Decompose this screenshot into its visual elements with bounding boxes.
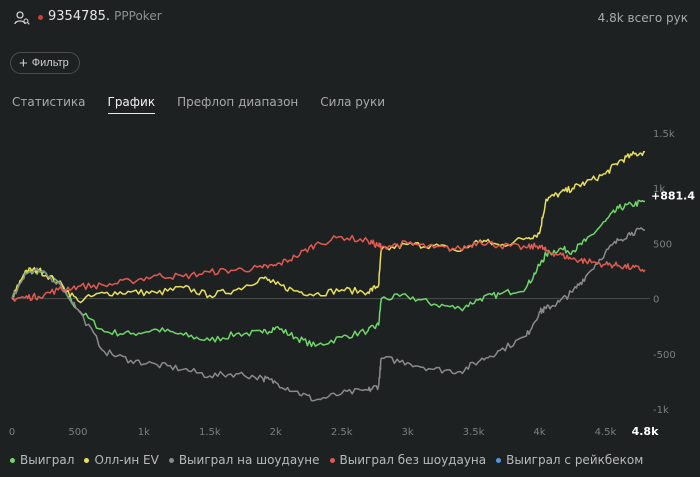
y-tick-label: -1k: [653, 405, 669, 416]
y-tick-label: 1k: [653, 184, 665, 195]
series-line-3: [11, 234, 646, 302]
x-tick-label: 0: [9, 427, 15, 438]
x-end-label: 4.8k: [632, 425, 659, 438]
legend-label: Выиграл на шоудауне: [178, 453, 320, 467]
tab-statistics[interactable]: Статистика: [12, 95, 86, 109]
x-tick-label: 4k: [533, 427, 545, 438]
y-tick-label: 1.5k: [653, 129, 675, 140]
hands-total: 4.8k всего рук: [597, 11, 688, 25]
chart-lines: [11, 150, 646, 402]
tab-hand-strength[interactable]: Сила руки: [320, 95, 386, 109]
x-tick-label: 3k: [402, 427, 414, 438]
player-id: 9354785. PPPoker: [48, 9, 162, 24]
y-tick-label: 0: [653, 295, 659, 306]
legend-dot: [168, 457, 174, 463]
y-axis-ticks: 1.5k 1k 500 0 -500 -1k: [653, 129, 676, 416]
legend-label: Выиграл с рейкбеком: [506, 453, 644, 467]
x-tick-label: 4.5k: [595, 427, 617, 438]
x-tick-label: 1.5k: [199, 427, 221, 438]
x-tick-label: 2k: [270, 427, 282, 438]
legend-label: Выиграл без шоудауна: [339, 453, 487, 467]
status-dot: [38, 15, 43, 20]
end-value-label: +881.4: [651, 189, 695, 202]
legend-item-won-non-showdown[interactable]: Выиграл без шоудауна: [329, 453, 487, 467]
user-search-icon[interactable]: [14, 10, 30, 26]
series-line-2: [11, 227, 646, 402]
legend-dot: [329, 457, 335, 463]
legend-item-won[interactable]: Выиграл: [10, 453, 74, 467]
legend-item-won-showdown[interactable]: Выиграл на шоудауне: [168, 453, 320, 467]
plus-icon: +: [19, 54, 28, 72]
legend-item-won-rakeback[interactable]: Выиграл с рейкбеком: [496, 453, 643, 467]
legend-dot: [496, 457, 502, 463]
tab-graph[interactable]: График: [107, 95, 156, 114]
profit-chart[interactable]: 1.5k 1k 500 0 -500 -1k 0 500 1k 1.5k 2k 2.5k 3k 3.5k…: [0, 115, 700, 445]
filter-button[interactable]: + Фильтр: [10, 52, 80, 74]
y-tick-label: -500: [653, 350, 676, 361]
legend-dot: [10, 457, 15, 463]
y-tick-label: 500: [653, 239, 672, 250]
legend-item-allin-ev[interactable]: Олл-ин EV: [84, 453, 159, 467]
room-name: PPPoker: [114, 9, 162, 23]
x-axis-ticks: 0 500 1k 1.5k 2k 2.5k 3k 3.5k 4k 4.5k 4.8k: [9, 425, 659, 438]
series-line-0: [11, 199, 646, 348]
tab-bar: Статистика График Префлоп диапазон Сила …: [12, 95, 407, 114]
legend-label: Олл-ин EV: [94, 453, 159, 467]
legend-label: Выиграл: [20, 453, 75, 467]
legend: Выиграл Олл-ин EV Выиграл на шоудауне Вы…: [10, 453, 653, 467]
x-tick-label: 2.5k: [331, 427, 353, 438]
x-tick-label: 500: [68, 427, 87, 438]
legend-dot: [84, 457, 90, 463]
x-tick-label: 3.5k: [463, 427, 485, 438]
chart-labels: +881.4: [651, 189, 695, 202]
filter-label: Фильтр: [31, 57, 69, 69]
series-line-1: [11, 150, 646, 304]
x-tick-label: 1k: [138, 427, 150, 438]
tab-preflop-range[interactable]: Префлоп диапазон: [177, 95, 299, 109]
header: 9354785. PPPoker 4.8k всего рук: [0, 0, 700, 38]
